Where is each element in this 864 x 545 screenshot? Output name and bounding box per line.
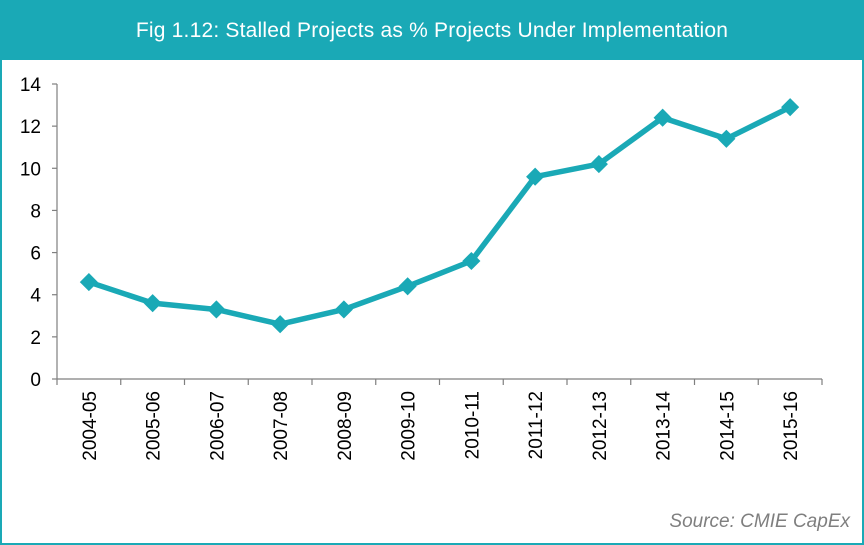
data-point-marker [526,167,545,186]
y-tick-label: 14 [20,75,42,96]
data-point-marker [207,300,226,319]
y-axis-ticks: 0 2 4 6 8 10 12 14 [20,75,57,391]
data-point-marker [271,315,290,334]
y-tick-label: 6 [30,244,41,265]
data-point-marker [398,277,417,296]
y-tick-label: 10 [20,159,41,180]
x-tick-label: 2006-07 [207,391,228,461]
x-axis-ticks: 2004-05 2005-06 2006-07 2007-08 2008-09 2009-… [56,379,823,461]
x-tick-label: 2014-15 [717,391,738,461]
y-tick-label: 12 [20,117,41,138]
x-tick-label: 2009-10 [399,391,420,461]
y-tick-label: 8 [30,201,41,222]
chart-title: Fig 1.12: Stalled Projects as % Projects… [2,2,862,60]
data-point-marker [462,251,481,271]
data-point-marker [717,129,736,148]
x-tick-label: 2013-14 [654,391,675,461]
x-tick-label: 2005-06 [144,391,165,461]
y-tick-label: 4 [30,286,41,307]
data-point-marker [781,98,800,117]
x-tick-label: 2008-09 [335,391,356,461]
series-group [79,98,800,334]
data-point-marker [334,300,353,319]
y-tick-label: 0 [30,370,41,391]
data-point-marker [143,294,162,313]
x-tick-label: 2012-13 [590,391,611,461]
x-tick-label: 2004-05 [80,391,101,461]
axes [56,84,822,380]
series-line [86,104,793,327]
data-point-marker [79,273,98,292]
source-note: Source: CMIE CapEx [669,511,850,532]
x-tick-label: 2015-16 [781,391,802,461]
data-point-marker [653,108,672,127]
y-tick-label: 2 [30,328,41,349]
data-point-marker [589,155,608,174]
x-tick-label: 2011-12 [526,391,547,459]
x-tick-label: 2010-11 [462,391,483,459]
x-tick-label: 2007-08 [271,391,292,461]
